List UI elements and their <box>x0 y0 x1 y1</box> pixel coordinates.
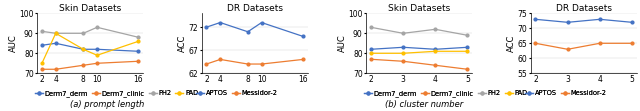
Derm7_derm <box>52 43 60 44</box>
Derm7_clinic <box>367 59 375 60</box>
Y-axis label: ACC: ACC <box>507 35 516 52</box>
Derm7_derm <box>134 51 142 52</box>
PH2 <box>367 27 375 28</box>
Line: Messidor-2: Messidor-2 <box>205 58 305 65</box>
Derm7_derm <box>399 47 407 48</box>
Y-axis label: ACC: ACC <box>178 35 187 52</box>
Line: PH2: PH2 <box>369 26 469 37</box>
Title: Skin Datasets: Skin Datasets <box>59 4 122 13</box>
Title: Skin Datasets: Skin Datasets <box>388 4 451 13</box>
PH2 <box>134 37 142 38</box>
APTOS <box>244 31 252 32</box>
Messidor-2 <box>244 63 252 65</box>
PAD <box>399 53 407 54</box>
Line: Derm7_clinic: Derm7_clinic <box>40 60 140 71</box>
APTOS <box>216 22 224 23</box>
PH2 <box>399 33 407 34</box>
Messidor-2 <box>203 63 211 65</box>
Messidor-2 <box>628 43 636 44</box>
Line: PAD: PAD <box>369 50 469 55</box>
Derm7_derm <box>79 49 87 50</box>
Line: Derm7_derm: Derm7_derm <box>40 42 140 53</box>
Legend: Derm7_derm, Derm7_clinic, PH2, PAD: Derm7_derm, Derm7_clinic, PH2, PAD <box>364 90 527 97</box>
Text: (a) prompt length: (a) prompt length <box>70 100 145 109</box>
Legend: APTOS, Messidor-2: APTOS, Messidor-2 <box>196 90 278 96</box>
APTOS <box>596 19 604 20</box>
PAD <box>367 53 375 54</box>
APTOS <box>299 36 307 37</box>
Title: DR Datasets: DR Datasets <box>227 4 283 13</box>
PAD <box>431 51 439 52</box>
APTOS <box>564 22 572 23</box>
Legend: APTOS, Messidor-2: APTOS, Messidor-2 <box>525 90 607 96</box>
Messidor-2 <box>299 59 307 60</box>
PH2 <box>463 35 471 36</box>
Line: PAD: PAD <box>40 32 140 65</box>
APTOS <box>203 27 211 28</box>
Y-axis label: AUC: AUC <box>338 34 347 52</box>
Derm7_clinic <box>431 65 439 66</box>
PAD <box>463 51 471 52</box>
Derm7_clinic <box>463 69 471 70</box>
Y-axis label: AUC: AUC <box>9 34 18 52</box>
Derm7_clinic <box>93 63 101 64</box>
Line: APTOS: APTOS <box>205 21 305 38</box>
Messidor-2 <box>216 59 224 60</box>
Line: Messidor-2: Messidor-2 <box>534 42 634 51</box>
Legend: Derm7_derm, Derm7_clinic, PH2, PAD: Derm7_derm, Derm7_clinic, PH2, PAD <box>35 90 198 97</box>
PAD <box>52 33 60 34</box>
Title: DR Datasets: DR Datasets <box>556 4 612 13</box>
PAD <box>93 55 101 56</box>
APTOS <box>258 22 266 23</box>
Derm7_derm <box>367 49 375 50</box>
PH2 <box>38 31 46 32</box>
Derm7_derm <box>93 49 101 50</box>
Text: (b) cluster number: (b) cluster number <box>385 100 463 109</box>
Derm7_derm <box>463 47 471 48</box>
Derm7_clinic <box>38 69 46 70</box>
Messidor-2 <box>258 63 266 65</box>
Derm7_clinic <box>134 61 142 62</box>
Derm7_derm <box>38 45 46 46</box>
PAD <box>79 49 87 50</box>
PH2 <box>431 29 439 30</box>
Derm7_clinic <box>399 61 407 62</box>
PAD <box>38 63 46 64</box>
Derm7_derm <box>431 49 439 50</box>
Line: Derm7_derm: Derm7_derm <box>369 46 469 51</box>
PAD <box>134 41 142 42</box>
PH2 <box>93 27 101 28</box>
Derm7_clinic <box>79 65 87 66</box>
Line: Derm7_clinic: Derm7_clinic <box>369 58 469 71</box>
Line: APTOS: APTOS <box>534 18 634 24</box>
Derm7_clinic <box>52 69 60 70</box>
Messidor-2 <box>596 43 604 44</box>
PH2 <box>52 33 60 34</box>
APTOS <box>532 19 540 20</box>
PH2 <box>79 33 87 34</box>
Messidor-2 <box>532 43 540 44</box>
Line: PH2: PH2 <box>40 26 140 39</box>
Messidor-2 <box>564 49 572 50</box>
APTOS <box>628 22 636 23</box>
